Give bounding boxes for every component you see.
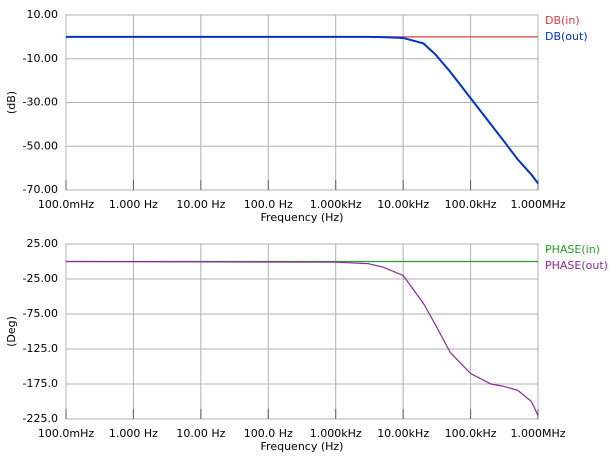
legend-entry: PHASE(in) [545, 243, 600, 256]
series-line [65, 260, 539, 416]
y-axis-title: (dB) [5, 91, 18, 114]
legend-entry: PHASE(out) [545, 259, 608, 272]
y-tick-label: 25.00 [27, 237, 59, 250]
x-tick-label: 1.000kHz [310, 427, 362, 440]
x-tick-label: 10.00 Hz [176, 427, 225, 440]
x-tick-label: 1.000kHz [310, 198, 362, 211]
y-tick-label: -30.00 [23, 96, 58, 109]
x-axis-title: Frequency (Hz) [261, 211, 344, 224]
y-tick-label: -225.0 [23, 412, 58, 425]
x-tick-label: 100.0 Hz [244, 427, 293, 440]
x-tick-label: 10.00kHz [377, 198, 429, 211]
y-tick-label: -25.00 [23, 272, 58, 285]
y-tick-label: -50.00 [23, 139, 58, 152]
y-tick-label: 10.00 [27, 8, 59, 21]
legend-entry: DB(out) [545, 30, 588, 43]
series-line [66, 35, 539, 185]
x-tick-label: 100.0mHz [38, 198, 94, 211]
y-tick-label: -75.00 [23, 307, 58, 320]
y-tick-label: -125.0 [23, 342, 58, 355]
legend-entry: DB(in) [545, 14, 580, 27]
x-tick-label: 100.0kHz [445, 198, 497, 211]
x-tick-label: 1.000MHz [510, 198, 565, 211]
y-axis-title: (Deg) [5, 316, 18, 347]
y-tick-label: -10.00 [23, 52, 58, 65]
x-tick-label: 100.0 Hz [244, 198, 293, 211]
y-tick-label: -175.0 [23, 377, 58, 390]
x-tick-label: 1.000 Hz [109, 427, 158, 440]
x-tick-label: 10.00kHz [377, 427, 429, 440]
x-tick-label: 1.000 Hz [109, 198, 158, 211]
y-tick-label: -70.00 [23, 183, 58, 196]
plot-area [65, 243, 539, 420]
x-tick-label: 1.000MHz [510, 427, 565, 440]
x-axis-title: Frequency (Hz) [261, 440, 344, 453]
x-tick-label: 10.00 Hz [176, 198, 225, 211]
x-tick-label: 100.0kHz [445, 427, 497, 440]
x-tick-label: 100.0mHz [38, 427, 94, 440]
